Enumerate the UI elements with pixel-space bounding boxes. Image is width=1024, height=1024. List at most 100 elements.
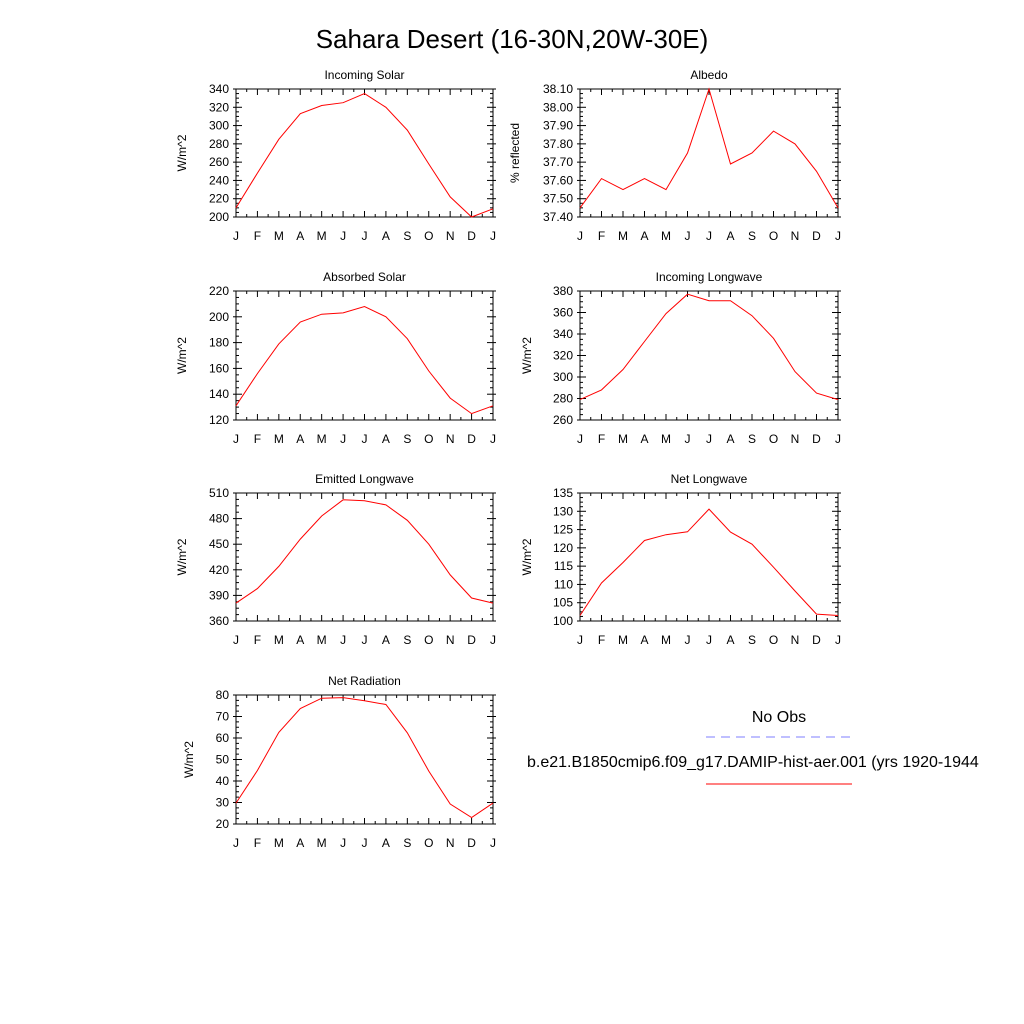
x-tick-label: A (640, 229, 648, 243)
x-tick-label: M (274, 229, 284, 243)
y-tick-label: 125 (553, 523, 573, 537)
x-tick-label: D (812, 229, 821, 243)
x-tick-label: D (467, 836, 476, 850)
y-axis-label: W/m^2 (520, 538, 534, 575)
x-tick-label: J (577, 633, 583, 647)
x-tick-label: J (340, 432, 346, 446)
y-tick-label: 38.10 (543, 82, 573, 96)
x-tick-label: D (467, 633, 476, 647)
series-line (235, 93, 494, 218)
x-tick-label: O (424, 432, 433, 446)
x-tick-label: M (618, 432, 628, 446)
x-tick-label: M (661, 229, 671, 243)
x-tick-label: D (812, 633, 821, 647)
y-tick-label: 50 (216, 753, 230, 767)
x-tick-label: J (490, 633, 496, 647)
x-tick-label: D (467, 229, 476, 243)
panel-net-longwave: J F M A M J J A S O N D J135130125120115110105100Net… (520, 472, 841, 647)
x-tick-label: N (791, 633, 800, 647)
panel-title: Absorbed Solar (323, 270, 406, 284)
x-tick-label: J (340, 633, 346, 647)
x-tick-label: J (233, 229, 239, 243)
x-tick-label: J (362, 229, 368, 243)
y-tick-label: 120 (553, 541, 573, 555)
y-tick-label: 37.40 (543, 210, 573, 224)
x-tick-label: S (748, 633, 756, 647)
y-tick-label: 37.70 (543, 155, 573, 169)
y-tick-label: 360 (553, 306, 573, 320)
x-tick-label: J (685, 229, 691, 243)
x-tick-label: A (726, 432, 734, 446)
y-tick-label: 130 (553, 504, 573, 518)
x-tick-label: J (362, 432, 368, 446)
y-tick-label: 360 (209, 614, 229, 628)
y-axis-label: W/m^2 (175, 134, 189, 171)
x-tick-label: A (382, 229, 390, 243)
legend-obs-label: No Obs (752, 709, 806, 726)
y-tick-label: 300 (553, 370, 573, 384)
y-tick-label: 420 (209, 563, 229, 577)
x-tick-label: N (446, 229, 455, 243)
x-tick-label: J (685, 633, 691, 647)
panel-title: Net Longwave (671, 472, 748, 486)
x-tick-label: O (424, 836, 433, 850)
x-tick-label: N (446, 836, 455, 850)
main-title: Sahara Desert (16-30N,20W-30E) (316, 24, 709, 54)
y-tick-label: 260 (553, 413, 573, 427)
y-tick-label: 200 (209, 210, 229, 224)
panel-title: Albedo (690, 68, 728, 82)
y-axis-label: W/m^2 (175, 337, 189, 374)
y-tick-label: 180 (209, 336, 229, 350)
x-tick-label: O (769, 229, 778, 243)
y-tick-label: 280 (553, 392, 573, 406)
x-tick-label: J (706, 633, 712, 647)
x-tick-label: J (490, 229, 496, 243)
x-tick-label: A (296, 633, 304, 647)
x-tick-label: J (577, 229, 583, 243)
x-tick-label: J (685, 432, 691, 446)
x-tick-label: F (598, 229, 605, 243)
y-tick-label: 120 (209, 413, 229, 427)
x-tick-label: N (791, 432, 800, 446)
x-tick-label: M (661, 432, 671, 446)
x-tick-label: M (618, 633, 628, 647)
y-tick-label: 60 (216, 731, 230, 745)
x-tick-label: J (362, 836, 368, 850)
x-tick-label: J (233, 432, 239, 446)
series-line (235, 499, 494, 604)
x-tick-label: O (769, 633, 778, 647)
y-tick-label: 37.80 (543, 137, 573, 151)
panel-incoming-longwave: J F M A M J J A S O N D J380360340320300280260Incomi… (520, 270, 841, 446)
x-tick-label: A (382, 432, 390, 446)
y-tick-label: 340 (209, 82, 229, 96)
x-tick-label: M (661, 633, 671, 647)
x-tick-label: M (274, 633, 284, 647)
y-tick-label: 140 (209, 387, 229, 401)
x-tick-label: A (296, 432, 304, 446)
y-tick-label: 340 (553, 327, 573, 341)
y-tick-label: 37.50 (543, 192, 573, 206)
y-axis-label: W/m^2 (175, 538, 189, 575)
y-tick-label: 38.00 (543, 100, 573, 114)
legend-model-label: b.e21.B1850cmip6.f09_g17.DAMIP-hist-aer.… (527, 754, 979, 771)
x-tick-label: S (403, 432, 411, 446)
x-tick-label: S (403, 633, 411, 647)
x-tick-label: J (340, 836, 346, 850)
x-tick-label: M (618, 229, 628, 243)
series-line (579, 293, 839, 401)
x-tick-label: J (490, 836, 496, 850)
y-tick-label: 110 (554, 577, 573, 591)
y-tick-label: 260 (209, 155, 229, 169)
x-tick-label: J (835, 633, 841, 647)
y-tick-label: 320 (209, 100, 229, 114)
x-tick-label: A (382, 633, 390, 647)
x-tick-label: M (317, 432, 327, 446)
y-tick-label: 220 (209, 192, 229, 206)
x-tick-label: A (296, 229, 304, 243)
panels: J F M A M J J A S O N D J340320300280260240220200Inc… (175, 68, 841, 850)
panel-absorbed-solar: J F M A M J J A S O N D J220200180160140120Absorbed … (175, 270, 496, 446)
panel-title: Net Radiation (328, 674, 401, 688)
y-tick-label: 20 (216, 817, 230, 831)
x-tick-label: J (340, 229, 346, 243)
